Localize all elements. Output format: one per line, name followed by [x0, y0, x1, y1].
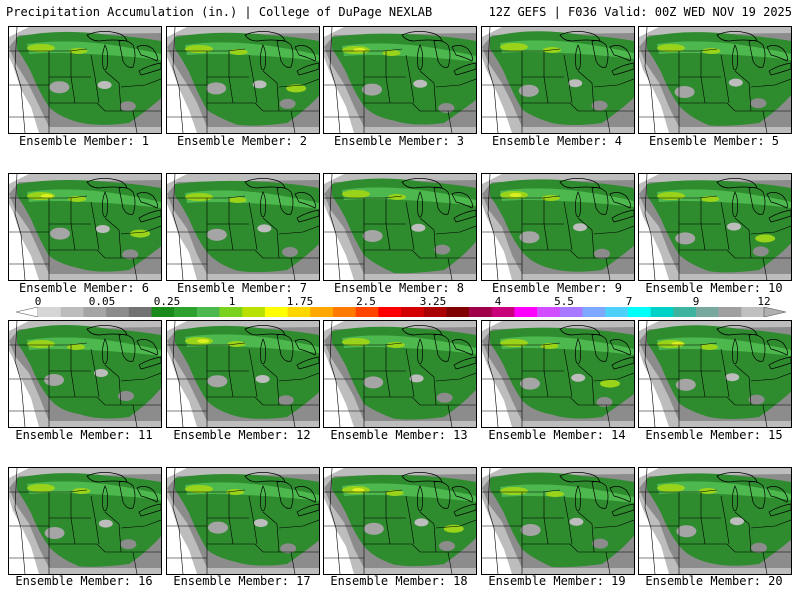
colorbar-swatch	[355, 307, 379, 317]
ensemble-map-panel	[323, 467, 477, 575]
ensemble-member-label: Ensemble Member: 8	[333, 281, 465, 295]
colorbar-bar	[15, 307, 787, 317]
ensemble-map-panel	[481, 320, 635, 428]
ensemble-map-panel	[481, 173, 635, 281]
colorbar-swatch	[219, 307, 243, 317]
ensemble-map-panel	[166, 26, 320, 134]
colorbar-swatch	[514, 307, 538, 317]
colorbar-swatch	[605, 307, 629, 317]
colorbar-swatch	[106, 307, 130, 317]
ensemble-member-label: Ensemble Member: 1	[18, 134, 150, 148]
map-title: Precipitation Accumulation (in.) | Colle…	[6, 5, 433, 19]
colorbar-swatch	[401, 307, 424, 317]
colorbar-swatch	[332, 307, 356, 317]
ensemble-map-panel	[481, 26, 635, 134]
colorbar-tick-label: 9	[692, 295, 700, 308]
colorbar-swatch	[38, 307, 61, 317]
colorbar-swatch	[537, 307, 561, 317]
colorbar-tick-label: 5.5	[554, 295, 574, 308]
colorbar-max-arrow	[763, 307, 787, 317]
ensemble-map-panel	[638, 320, 792, 428]
colorbar-swatch	[264, 307, 288, 317]
ensemble-member-label: Ensemble Member: 13	[330, 428, 468, 442]
ensemble-map-panel	[166, 320, 320, 428]
ensemble-map-panel	[323, 173, 477, 281]
colorbar-swatch	[83, 307, 107, 317]
colorbar-tick-label: 1.75	[286, 295, 314, 308]
ensemble-member-label: Ensemble Member: 9	[491, 281, 623, 295]
ensemble-member-label: Ensemble Member: 12	[173, 428, 311, 442]
ensemble-map-panel	[166, 467, 320, 575]
colorbar-swatch	[559, 307, 583, 317]
ensemble-member-label: Ensemble Member: 14	[488, 428, 626, 442]
colorbar-swatch	[423, 307, 447, 317]
ensemble-member-label: Ensemble Member: 2	[176, 134, 308, 148]
colorbar-tick-label: 0	[34, 295, 42, 308]
ensemble-member-label: Ensemble Member: 5	[648, 134, 780, 148]
colorbar-swatch	[673, 307, 697, 317]
ensemble-map-panel	[166, 173, 320, 281]
colorbar-swatch	[650, 307, 674, 317]
colorbar-swatch	[491, 307, 515, 317]
ensemble-map-panel	[8, 173, 162, 281]
ensemble-member-label: Ensemble Member: 16	[15, 574, 153, 588]
colorbar-tick-label: 0.25	[153, 295, 181, 308]
colorbar-tick-label: 12	[757, 295, 771, 308]
ensemble-map-panel	[638, 26, 792, 134]
colorbar-swatch	[469, 307, 493, 317]
ensemble-member-label: Ensemble Member: 19	[488, 574, 626, 588]
ensemble-map-panel	[481, 467, 635, 575]
colorbar-swatch	[446, 307, 470, 317]
colorbar-tick-label: 1	[228, 295, 236, 308]
ensemble-map-panel	[638, 173, 792, 281]
ensemble-member-label: Ensemble Member: 10	[645, 281, 783, 295]
colorbar-swatch	[582, 307, 606, 317]
ensemble-member-label: Ensemble Member: 15	[645, 428, 783, 442]
ensemble-map-panel	[638, 467, 792, 575]
header: Precipitation Accumulation (in.) | Colle…	[0, 0, 800, 24]
ensemble-member-label: Ensemble Member: 11	[15, 428, 153, 442]
ensemble-member-label: Ensemble Member: 7	[176, 281, 308, 295]
ensemble-map-panel	[8, 467, 162, 575]
ensemble-member-label: Ensemble Member: 17	[173, 574, 311, 588]
colorbar-tick-label: 3.25	[419, 295, 447, 308]
colorbar-swatch	[128, 307, 152, 317]
colorbar-swatch	[60, 307, 84, 317]
colorbar-swatch	[310, 307, 334, 317]
colorbar-swatch	[695, 307, 719, 317]
colorbar-swatch	[627, 307, 651, 317]
ensemble-member-label: Ensemble Member: 4	[491, 134, 623, 148]
ensemble-map-panel	[8, 26, 162, 134]
colorbar-swatch	[151, 307, 175, 317]
colorbar-tick-label: 7	[625, 295, 633, 308]
colorbar-tick-label: 4	[494, 295, 502, 308]
colorbar-swatch	[741, 307, 765, 317]
ensemble-member-label: Ensemble Member: 6	[18, 281, 150, 295]
ensemble-map-panel	[323, 26, 477, 134]
colorbar-swatch	[287, 307, 311, 317]
run-info: 12Z GEFS | F036 Valid: 00Z WED NOV 19 20…	[488, 5, 792, 19]
ensemble-map-panel	[8, 320, 162, 428]
ensemble-map-panel	[323, 320, 477, 428]
colorbar-min-arrow	[15, 307, 39, 317]
colorbar-labels: 0 0.05 0.25 1 1.75 2.5 3.25 4 5.5 7 9 12	[0, 296, 800, 308]
colorbar-tick-label: 0.05	[88, 295, 116, 308]
colorbar-swatch	[196, 307, 220, 317]
colorbar-swatch	[174, 307, 198, 317]
colorbar: 0 0.05 0.25 1 1.75 2.5 3.25 4 5.5 7 9 12	[0, 296, 800, 322]
ensemble-member-label: Ensemble Member: 18	[330, 574, 468, 588]
colorbar-swatch	[242, 307, 266, 317]
colorbar-swatch	[718, 307, 742, 317]
colorbar-tick-label: 2.5	[356, 295, 376, 308]
colorbar-swatch	[378, 307, 402, 317]
ensemble-member-label: Ensemble Member: 3	[333, 134, 465, 148]
ensemble-member-label: Ensemble Member: 20	[645, 574, 783, 588]
